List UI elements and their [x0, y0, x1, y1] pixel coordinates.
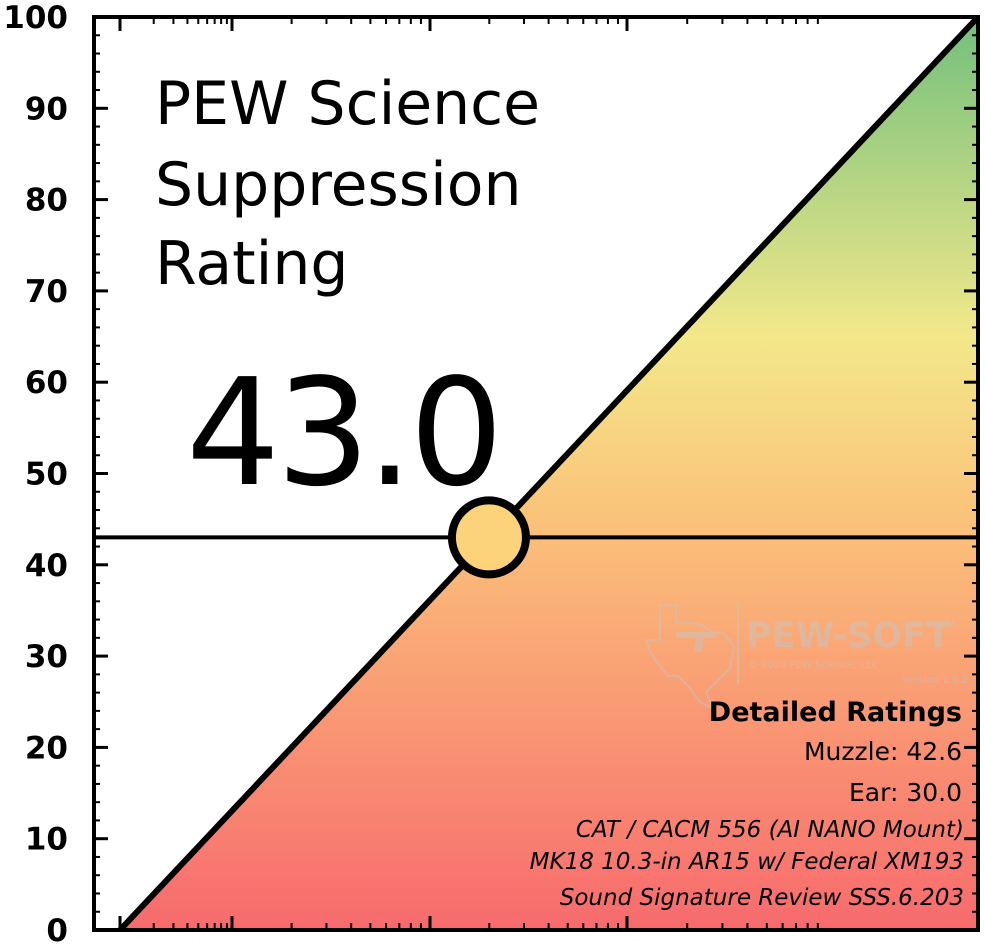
watermark-trademark: TM: [937, 617, 956, 631]
y-tick-label: 80: [25, 183, 68, 219]
diagonal-line: [117, 14, 981, 933]
y-tick-label: 90: [25, 91, 68, 127]
detailed-ratings: Detailed Ratings Muzzle: 42.6 Ear: 30.0 …: [530, 697, 964, 911]
host-weapon: MK18 10.3-in AR15 w/ Federal XM193: [530, 849, 964, 875]
ear-rating: Ear: 30.0: [849, 778, 962, 807]
suppressor-name: CAT / CACM 556 (AI NANO Mount): [576, 817, 964, 843]
y-tick-label: 100: [3, 0, 68, 36]
y-tick-label: 70: [25, 274, 68, 310]
chart-title: PEW Science Suppression Rating: [155, 69, 545, 299]
y-tick-label: 60: [25, 365, 68, 401]
rating-marker: [447, 496, 530, 579]
title-line-3: Rating: [155, 229, 348, 299]
y-tick-label: 10: [25, 822, 68, 858]
review-id: Sound Signature Review SSS.6.203: [560, 885, 964, 911]
pew-soft-watermark: PEW-SOFT TM © 2020 PEW Science, LLC Vers…: [644, 602, 968, 711]
y-tick-label: 40: [25, 548, 68, 584]
watermark-version: Version 1.0.2: [903, 675, 968, 686]
watermark-copyright: © 2020 PEW Science, LLC: [748, 660, 878, 671]
rating-value: 43.0: [186, 347, 500, 519]
axis-ticks: [94, 17, 978, 930]
pistol-icon: [676, 632, 716, 652]
y-tick-label: 50: [25, 457, 68, 493]
y-tick-label: 20: [25, 730, 68, 766]
y-tick-label: 30: [25, 639, 68, 675]
title-line-1: PEW Science: [155, 69, 540, 139]
title-line-2: Suppression: [155, 150, 521, 220]
watermark-brand: PEW-SOFT: [746, 616, 950, 656]
texas-outline-icon: [644, 604, 736, 711]
y-axis-tick-labels: 0 10 20 30 40 50 60 70 80 90 100: [3, 0, 68, 948]
muzzle-rating: Muzzle: 42.6: [804, 737, 962, 766]
y-tick-label: 0: [46, 913, 68, 948]
detailed-ratings-heading: Detailed Ratings: [709, 697, 962, 728]
